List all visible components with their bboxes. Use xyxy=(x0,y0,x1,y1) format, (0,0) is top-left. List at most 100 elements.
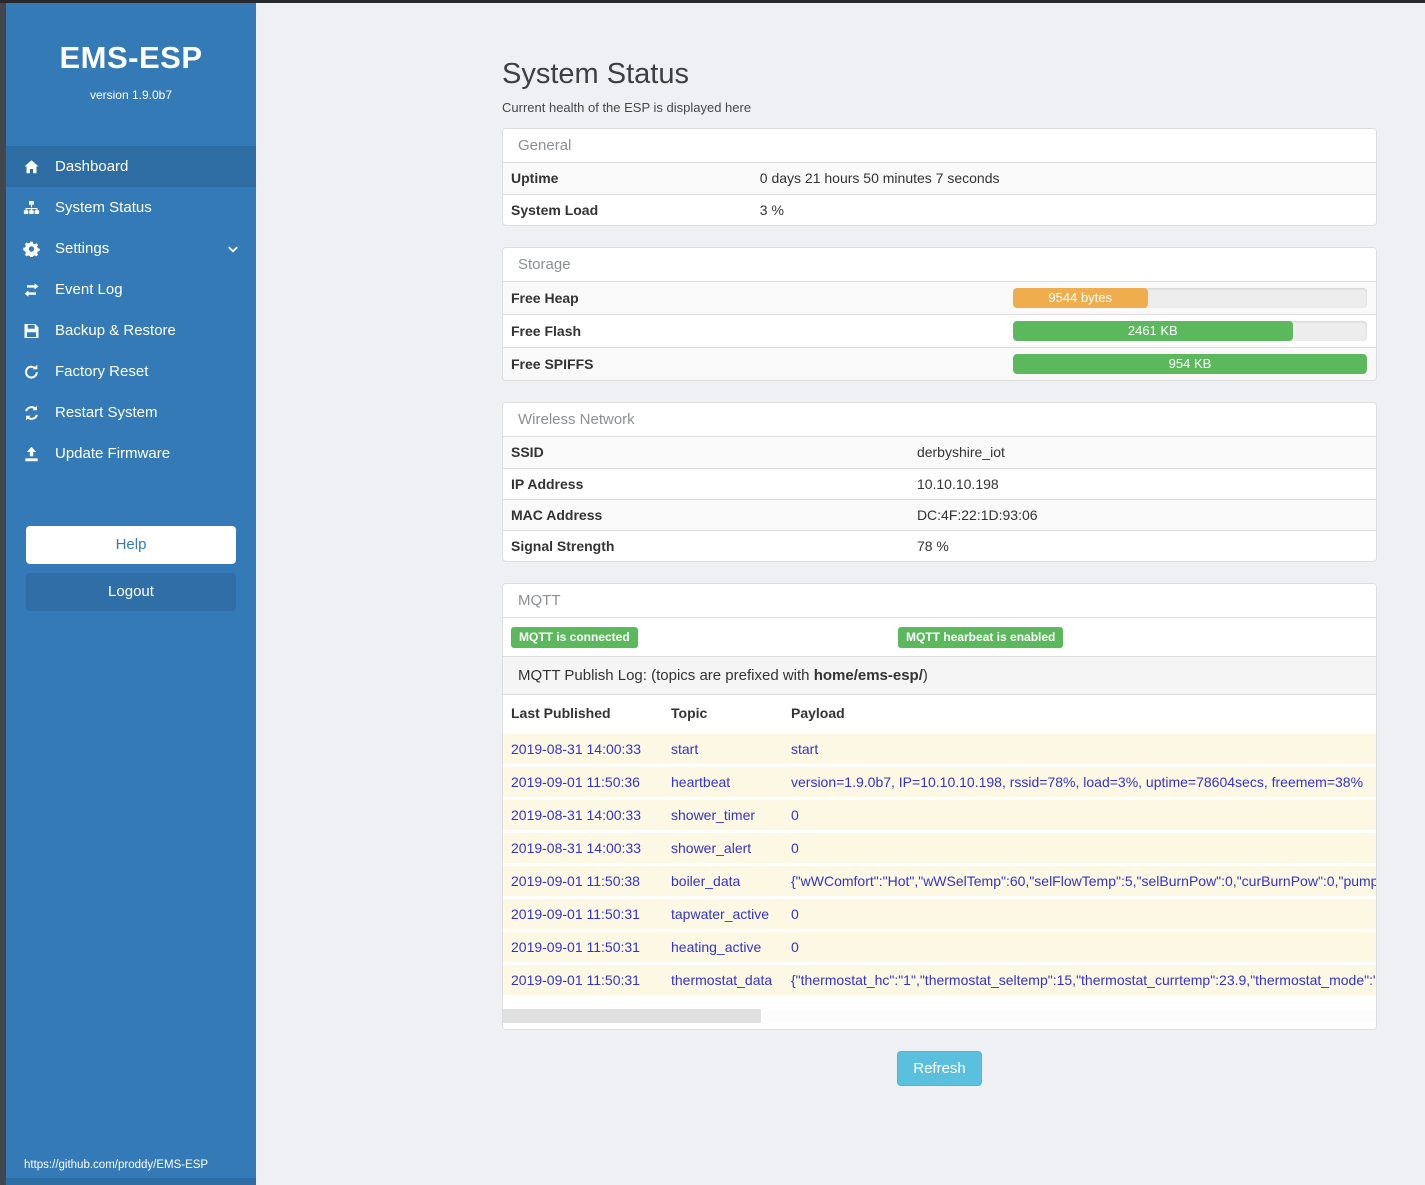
row-value: 10.10.10.198 xyxy=(908,467,1376,499)
log-timestamp: 2019-09-01 11:50:31 xyxy=(503,929,663,964)
general-panel-title: General xyxy=(503,129,1376,163)
sidebar-item-backup-restore[interactable]: Backup & Restore xyxy=(6,310,256,351)
log-timestamp: 2019-08-31 14:00:33 xyxy=(503,731,663,766)
upload-icon xyxy=(22,445,40,462)
log-timestamp: 2019-09-01 11:50:36 xyxy=(503,764,663,799)
sidebar-nav: Dashboard System Status Settings Event Log B… xyxy=(6,146,256,474)
log-row: 2019-09-01 11:50:31 heating_active 0 xyxy=(503,929,1376,964)
row-label: Free Heap xyxy=(511,290,579,306)
mqtt-badge-row: MQTT is connected MQTT hearbeat is enabl… xyxy=(503,618,1376,656)
mqtt-heartbeat-badge: MQTT hearbeat is enabled xyxy=(898,627,1064,648)
progress-fill: 9544 bytes xyxy=(1012,288,1148,308)
table-row: Signal Strength 78 % xyxy=(503,529,1376,561)
row-value: DC:4F:22:1D:93:06 xyxy=(908,498,1376,530)
log-timestamp: 2019-09-01 11:50:31 xyxy=(503,896,663,931)
table-row: Free Heap 9544 bytes xyxy=(503,282,1376,315)
horizontal-scrollbar[interactable] xyxy=(503,1009,1376,1023)
sidebar-item-label: Backup & Restore xyxy=(55,322,176,339)
row-label: Free Flash xyxy=(503,314,1005,348)
log-payload: version=1.9.0b7, IP=10.10.10.198, rssid=… xyxy=(783,764,1376,799)
row-value: 3 % xyxy=(751,193,1376,225)
sidebar-item-restart-system[interactable]: Restart System xyxy=(6,392,256,433)
mqtt-log-table: Last Published Topic Payload 2019-08-31 14… xyxy=(503,695,1376,995)
table-row: Free Flash 2461 KB xyxy=(503,314,1376,348)
help-button[interactable]: Help xyxy=(26,526,236,564)
refresh-button[interactable]: Refresh xyxy=(897,1051,982,1086)
log-row: 2019-09-01 11:50:36 heartbeat version=1.9.… xyxy=(503,764,1376,799)
row-label: IP Address xyxy=(503,467,909,499)
sidebar-item-label: Dashboard xyxy=(55,158,129,175)
page-subtitle: Current health of the ESP is displayed h… xyxy=(502,100,752,115)
sidebar-item-label: Event Log xyxy=(55,281,123,298)
sidebar-item-dashboard[interactable]: Dashboard xyxy=(6,146,256,187)
log-header-row: Last Published Topic Payload xyxy=(503,695,1376,733)
github-link[interactable]: https://github.com/proddy/EMS-ESP xyxy=(24,1159,209,1171)
log-topic: boiler_data xyxy=(663,863,783,898)
row-label: Uptime xyxy=(511,170,559,187)
horizontal-scrollbar-thumb[interactable] xyxy=(503,1009,761,1023)
logout-button[interactable]: Logout xyxy=(26,573,236,611)
storage-table: Free Heap 9544 bytes Free Flash 2461 KB Free… xyxy=(503,282,1376,380)
wireless-table: SSID derbyshire_iot IP Address 10.10.10.198… xyxy=(503,437,1376,561)
log-row: 2019-08-31 14:00:33 shower_timer 0 xyxy=(503,797,1376,832)
row-value: 2461 KB xyxy=(1004,314,1376,348)
chevron-down-icon xyxy=(226,242,240,256)
app-title: EMS-ESP xyxy=(59,40,203,75)
general-panel: General Uptime 0 days 21 hours 50 minutes… xyxy=(502,128,1377,226)
save-icon xyxy=(22,322,40,339)
table-row: IP Address 10.10.10.198 xyxy=(503,467,1376,499)
mqtt-panel-title: MQTT xyxy=(503,584,1376,618)
log-payload: 0 xyxy=(783,830,1376,865)
log-heading-suffix: ) xyxy=(922,667,928,684)
log-payload: {"thermostat_hc":"1","thermostat_seltemp… xyxy=(783,962,1376,995)
wireless-panel: Wireless Network SSID derbyshire_iot IP Ad… xyxy=(502,402,1377,562)
table-row: Uptime 0 days 21 hours 50 minutes 7 secon… xyxy=(503,163,1376,194)
log-payload: {"wWComfort":"Hot","wWSelTemp":60,"selFl… xyxy=(783,863,1376,898)
sidebar-item-event-log[interactable]: Event Log xyxy=(6,269,256,310)
sidebar-item-system-status[interactable]: System Status xyxy=(6,187,256,228)
log-heading-prefix: MQTT Publish Log: (topics are prefixed w… xyxy=(518,667,814,684)
log-payload: 0 xyxy=(783,896,1376,931)
row-label: Free SPIFFS xyxy=(503,347,1005,380)
mqtt-connected-badge: MQTT is connected xyxy=(511,627,638,648)
log-topic: tapwater_active xyxy=(663,896,783,931)
app-version: version 1.9.0b7 xyxy=(89,88,173,102)
sidebar-item-factory-reset[interactable]: Factory Reset xyxy=(6,351,256,392)
progress-fill: 954 KB xyxy=(1012,354,1367,374)
general-table: Uptime 0 days 21 hours 50 minutes 7 secon… xyxy=(503,163,1376,225)
log-payload: 0 xyxy=(783,929,1376,964)
row-label: SSID xyxy=(511,444,544,461)
sitemap-icon xyxy=(22,199,40,216)
progress-fill: 2461 KB xyxy=(1012,321,1293,341)
row-value: derbyshire_iot xyxy=(916,444,1005,461)
sidebar-item-label: Factory Reset xyxy=(55,363,149,380)
mqtt-panel: MQTT MQTT is connected MQTT hearbeat is … xyxy=(502,583,1377,1030)
row-value: 9544 bytes xyxy=(1005,282,1376,315)
rotate-icon xyxy=(22,363,40,380)
mqtt-publish-log-heading: MQTT Publish Log: (topics are prefixed w… xyxy=(503,656,1376,695)
home-icon xyxy=(22,158,40,175)
table-row: SSID derbyshire_iot xyxy=(503,437,1376,468)
log-timestamp: 2019-08-31 14:00:33 xyxy=(503,830,663,865)
free-spiffs-progress: 954 KB xyxy=(1012,354,1367,374)
log-topic: shower_timer xyxy=(663,797,783,832)
log-column-header: Last Published xyxy=(503,695,663,733)
sidebar-item-update-firmware[interactable]: Update Firmware xyxy=(6,433,256,474)
sidebar-item-label: Restart System xyxy=(55,404,158,421)
storage-panel: Storage Free Heap 9544 bytes Free Flash 246… xyxy=(502,247,1377,381)
free-heap-progress: 9544 bytes xyxy=(1012,288,1367,308)
page-title: System Status xyxy=(502,58,689,90)
log-row: 2019-08-31 14:00:33 shower_alert 0 xyxy=(503,830,1376,865)
main-content: System Status Current health of the ESP … xyxy=(502,0,1377,1086)
sidebar-left-border xyxy=(0,0,6,1185)
wireless-panel-title: Wireless Network xyxy=(503,403,1376,437)
sidebar-item-label: Settings xyxy=(55,240,110,257)
sidebar-item-settings[interactable]: Settings xyxy=(6,228,256,269)
gear-icon xyxy=(22,240,40,257)
refresh-icon xyxy=(22,404,40,421)
exchange-icon xyxy=(22,281,40,298)
log-row: 2019-09-01 11:50:31 tapwater_active 0 xyxy=(503,896,1376,931)
log-row: 2019-09-01 11:50:31 thermostat_data {"ther… xyxy=(503,962,1376,995)
log-column-header: Topic xyxy=(663,695,783,733)
window-top-border xyxy=(0,0,1425,3)
